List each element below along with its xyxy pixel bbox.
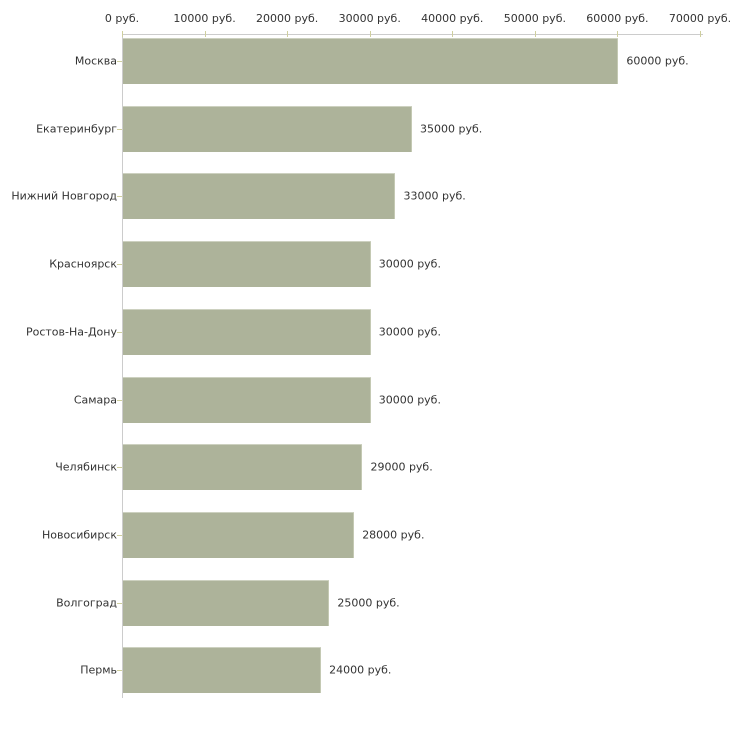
bar — [123, 308, 371, 355]
y-axis-tick — [117, 264, 122, 266]
y-axis-tick — [117, 61, 122, 62]
x-axis-tick — [287, 31, 289, 37]
y-axis-tick — [117, 399, 122, 401]
value-label: 33000 руб. — [403, 189, 466, 203]
bar — [123, 376, 371, 423]
category-label: Самара — [73, 393, 117, 406]
category-label: Волгоград — [56, 596, 117, 610]
category-label: Новосибирск — [41, 528, 117, 542]
bar — [123, 444, 363, 491]
bar — [123, 647, 322, 694]
bar — [123, 241, 371, 288]
value-label: 24000 руб. — [329, 663, 392, 677]
x-axis-tick-label: 10000 руб. — [173, 12, 236, 25]
x-axis-tick-label: 40000 руб. — [421, 12, 484, 25]
y-axis-tick — [117, 670, 122, 672]
category-label: Екатеринбург — [36, 122, 117, 136]
category-label: Пермь — [80, 663, 117, 677]
y-axis-tick — [117, 602, 122, 604]
category-label: Челябинск — [55, 460, 117, 474]
x-axis-tick — [617, 31, 619, 37]
value-label: 25000 руб. — [337, 596, 400, 610]
x-axis-tick — [369, 31, 371, 37]
value-label: 30000 руб. — [378, 257, 441, 271]
x-axis-tick-label: 70000 руб. — [668, 12, 730, 25]
x-axis-tick-label: 50000 руб. — [503, 12, 566, 25]
bar — [123, 579, 330, 626]
y-axis-tick — [117, 331, 122, 333]
value-label: 29000 руб. — [370, 460, 433, 474]
bar — [123, 38, 619, 84]
category-label: Ростов-На-Дону — [25, 325, 117, 339]
x-axis-tick-label: 20000 руб. — [256, 12, 319, 25]
y-axis-line — [122, 34, 123, 698]
value-label: 35000 руб. — [420, 122, 483, 136]
bar — [123, 173, 396, 220]
value-label: 30000 руб. — [378, 325, 441, 339]
x-axis-tick — [204, 31, 206, 37]
x-axis-tick-label: 0 руб. — [104, 12, 140, 25]
y-axis-tick — [117, 128, 122, 130]
category-label: Москва — [74, 54, 117, 68]
x-axis-tick-label: 60000 руб. — [586, 12, 649, 25]
y-axis-tick — [117, 534, 122, 536]
bar — [123, 511, 355, 558]
value-label: 28000 руб. — [362, 528, 425, 542]
category-label: Нижний Новгород — [11, 189, 117, 203]
x-axis-tick — [534, 31, 536, 37]
x-axis-line — [122, 34, 703, 35]
value-label: 60000 руб. — [626, 54, 689, 68]
x-axis-tick — [452, 31, 454, 37]
y-axis-tick — [117, 196, 122, 198]
category-label: Красноярск — [49, 257, 117, 271]
x-axis-tick — [122, 31, 123, 37]
value-label: 30000 руб. — [378, 393, 441, 406]
bar — [123, 105, 412, 152]
x-axis-tick-label: 30000 руб. — [338, 12, 401, 25]
y-axis-tick — [117, 467, 122, 469]
x-axis-tick — [700, 31, 701, 37]
